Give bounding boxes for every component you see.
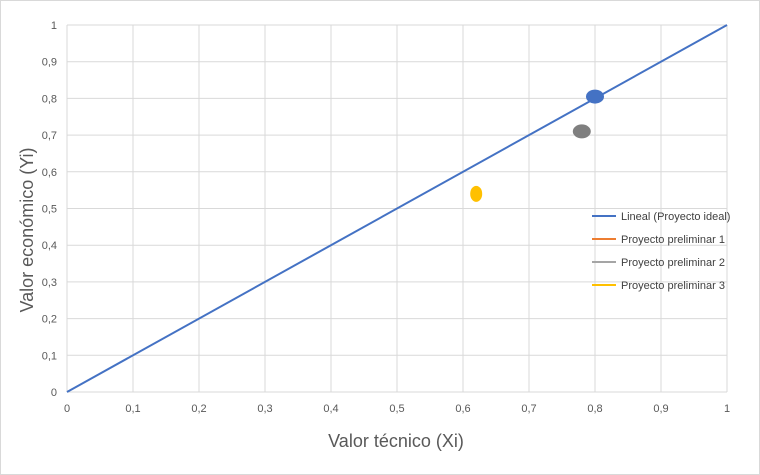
x-tick-label: 0,6 — [455, 403, 470, 415]
y-tick-label: 0,2 — [42, 314, 57, 326]
legend-label: Proyecto preliminar 1 — [621, 234, 725, 246]
x-tick-label: 0,5 — [389, 403, 404, 415]
x-tick-label: 0,7 — [521, 403, 536, 415]
data-point — [572, 124, 591, 139]
y-tick-label: 0,4 — [42, 240, 57, 252]
y-tick-label: 0 — [51, 387, 57, 399]
series-layer — [66, 24, 728, 393]
x-tick-label: 0,2 — [191, 403, 206, 415]
legend: Lineal (Proyecto ideal) Proyecto prelimin… — [592, 211, 730, 292]
y-tick-label: 0,1 — [42, 350, 57, 362]
data-point — [586, 89, 604, 104]
ideal-trend-line — [66, 24, 728, 393]
y-tick-label: 0,3 — [42, 277, 57, 289]
data-point — [470, 185, 483, 202]
x-tick-label: 0,8 — [587, 403, 602, 415]
y-tick-label: 1 — [51, 20, 57, 32]
x-tick-label: 0,1 — [125, 403, 140, 415]
x-axis-title: Valor técnico (Xi) — [328, 431, 464, 451]
legend-label: Proyecto preliminar 2 — [621, 257, 725, 269]
y-tick-labels: 0 0,1 0,2 0,3 0,4 0,5 0,6 0,7 0,8 0,9 1 — [42, 20, 57, 399]
y-tick-label: 0,8 — [42, 93, 57, 105]
x-tick-labels: 0 0,1 0,2 0,3 0,4 0,5 0,6 0,7 0,8 0,9 1 — [64, 403, 730, 415]
gridlines — [66, 24, 728, 393]
y-tick-label: 0,5 — [42, 204, 57, 216]
x-tick-label: 0 — [64, 403, 70, 415]
y-axis-title: Valor económico (Yi) — [17, 147, 37, 312]
legend-label: Lineal (Proyecto ideal) — [621, 211, 730, 223]
y-tick-label: 0,9 — [42, 57, 57, 69]
x-tick-label: 1 — [724, 403, 730, 415]
x-tick-label: 0,4 — [323, 403, 338, 415]
y-tick-label: 0,7 — [42, 130, 57, 142]
x-tick-label: 0,3 — [257, 403, 272, 415]
legend-label: Proyecto preliminar 3 — [621, 280, 725, 292]
y-tick-label: 0,6 — [42, 167, 57, 179]
x-tick-label: 0,9 — [653, 403, 668, 415]
